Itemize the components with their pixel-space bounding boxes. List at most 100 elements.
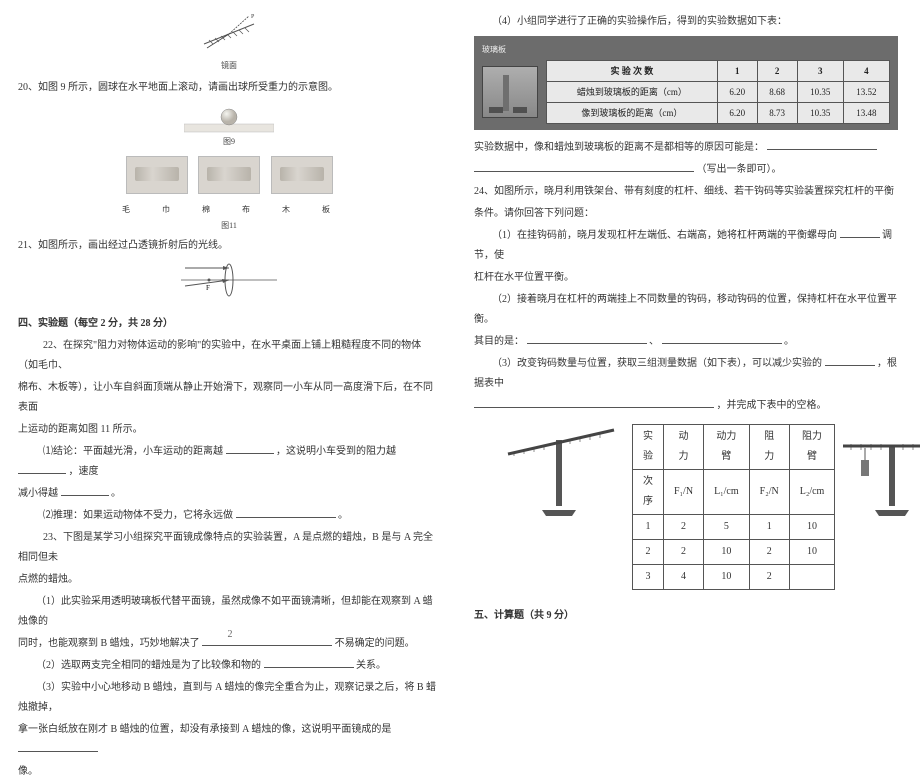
q24s3-line1: （3）改变钩码数量与位置，获取三组测量数据（如下表），可以减少实验的 ，根据表中 xyxy=(474,354,898,394)
blank xyxy=(236,508,336,518)
lens-figure: F xyxy=(18,258,440,310)
q24s1-line2: 杠杆在水平位置平衡。 xyxy=(474,268,898,288)
lt-h4: 阻力臂 xyxy=(789,425,835,470)
q24s2b: 其目的是： xyxy=(474,336,524,347)
q23s3-line1: （3）实验中小心地移动 B 蜡烛，直到与 A 蜡烛的像完全重合为止，观察记录之后… xyxy=(18,678,440,718)
q22c1a: ⑴结论：平面越光滑，小车运动的距离越 xyxy=(43,446,223,457)
exp-h2: 2 xyxy=(757,61,797,82)
q20-text: 20、如图 9 所示，圆球在水平地面上滚动，请画出球所受重力的示意图。 xyxy=(18,78,440,98)
lt-u0: 次序 xyxy=(633,470,664,515)
q24s2-line2: 其目的是： 、 。 xyxy=(474,332,898,352)
lt-r1c2: 5 xyxy=(704,515,750,540)
q23-line2: 点燃的蜡烛。 xyxy=(18,570,440,590)
lt-r3c1: 4 xyxy=(664,565,704,590)
q22c1b: ，这说明小车受到的阻力越 xyxy=(276,446,396,457)
q23s3-line2: 拿一张白纸放在刚才 B 蜡烛的位置，却没有承接到 A 蜡烛的像，这说明平面镜成的… xyxy=(18,720,440,760)
q23s2b: 关系。 xyxy=(356,660,386,671)
q24-line2: 条件。请你回答下列问题： xyxy=(474,204,898,224)
fig11-label1: 毛巾 xyxy=(122,205,202,214)
page-number: 2 xyxy=(0,625,460,645)
lt-h3: 阻力 xyxy=(749,425,789,470)
exp-r2c0: 像到玻璃板的距离（cm） xyxy=(547,103,718,124)
q22-line3: 上运动的距离如图 11 所示。 xyxy=(18,420,440,440)
q22-line2: 棉布、木板等），让小车自斜面顶端从静止开始滑下，观察同一小车从同一高度滑下后，在… xyxy=(18,378,440,418)
exp-r1c3: 10.35 xyxy=(797,82,843,103)
q24s2-line1: （2）接着晓月在杠杆的两端挂上不同数量的钩码，移动钩码的位置，保持杠杆在水平位置… xyxy=(474,290,898,330)
blank xyxy=(662,334,782,344)
lever-table: 实验 动力 动力臂 阻力 阻力臂 次序 F₁/N L₁/cm F₂/N L₂/c… xyxy=(632,424,835,590)
q23s3b: 拿一张白纸放在刚才 B 蜡烛的位置，却没有承接到 A 蜡烛的像，这说明平面镜成的… xyxy=(18,724,391,735)
svg-text:P: P xyxy=(251,14,255,20)
q23s2: （2）选取两支完全相同的蜡烛是为了比较像和物的 关系。 xyxy=(18,656,440,676)
q22c2a: ⑵推理：如果运动物体不受力，它将永远做 xyxy=(43,510,233,521)
lt-r2c1: 2 xyxy=(664,540,704,565)
blank xyxy=(18,742,98,752)
blank xyxy=(474,162,694,172)
exp-h1: 1 xyxy=(717,61,757,82)
q22c2b: 。 xyxy=(338,510,348,521)
q23note-line2: （写出一条即可）。 xyxy=(474,160,898,180)
lt-r2c2: 10 xyxy=(704,540,750,565)
exp-r2c1: 6.20 xyxy=(717,103,757,124)
lt-r2c0: 2 xyxy=(633,540,664,565)
exp-r1c4: 13.52 xyxy=(843,82,889,103)
lt-u1: F₁/N xyxy=(664,470,704,515)
lt-r2c3: 2 xyxy=(749,540,789,565)
q22-line1: 22、在探究"阻力对物体运动的影响"的实验中，在水平桌面上铺上粗糙程度不同的物体… xyxy=(18,336,440,376)
q23note-b: （写出一条即可）。 xyxy=(697,164,782,175)
fig11: 毛巾棉布木板 图11 xyxy=(18,156,440,234)
experiment-table: 实 验 次 数 1 2 3 4 蜡烛到玻璃板的距离（cm） 6.20 8.68 … xyxy=(546,60,890,124)
exp-h3: 3 xyxy=(797,61,843,82)
lt-r3c0: 3 xyxy=(633,565,664,590)
q24s1-line1: （1）在挂钩码前，晓月发现杠杆左端低、右端高，她将杠杆两端的平衡螺母向 调节，使 xyxy=(474,226,898,266)
lt-u3: F₂/N xyxy=(749,470,789,515)
q24s2d: 。 xyxy=(784,336,794,347)
blank xyxy=(474,398,714,408)
q23note-a: 实验数据中，像和蜡烛到玻璃板的距离不是都相等的原因可能是： xyxy=(474,142,764,153)
q23s2a: （2）选取两支完全相同的蜡烛是为了比较像和物的 xyxy=(36,660,261,671)
lt-r1c0: 1 xyxy=(633,515,664,540)
lever-figure-left xyxy=(502,420,622,520)
q21-text: 21、如图所示，画出经过凸透镜折射后的光线。 xyxy=(18,236,440,256)
lever-figure-right xyxy=(839,420,920,520)
q22-conc2: ⑵推理：如果运动物体不受力，它将永远做 。 xyxy=(18,506,440,526)
lt-u4: L₂/cm xyxy=(789,470,835,515)
blank xyxy=(767,140,877,150)
blank xyxy=(527,334,647,344)
blank xyxy=(226,444,274,454)
exp-r1c0: 蜡烛到玻璃板的距离（cm） xyxy=(547,82,718,103)
q22c1d: 减小得越 xyxy=(18,488,58,499)
exp-h0: 实 验 次 数 xyxy=(547,61,718,82)
blank xyxy=(61,486,109,496)
mirror-caption: 镜面 xyxy=(199,58,259,74)
fig11-caption: 图11 xyxy=(18,218,440,234)
fig11-label3: 木板 xyxy=(282,205,362,214)
q22-conc1: ⑴结论：平面越光滑，小车运动的距离越 ，这说明小车受到的阻力越 ，速度 xyxy=(18,442,440,482)
section4-heading: 四、实验题（每空 2 分，共 28 分） xyxy=(18,314,440,334)
exp-label: 玻璃板 xyxy=(482,42,890,60)
q24s3c: ，并完成下表中的空格。 xyxy=(717,400,827,411)
svg-text:F: F xyxy=(206,284,210,292)
q23s3-line3: 像。 xyxy=(18,762,440,782)
section5-heading: 五、计算题（共 9 分） xyxy=(474,606,898,626)
q22c1c: ，速度 xyxy=(69,466,99,477)
experiment-table-block: 玻璃板 实 验 次 数 1 2 3 4 蜡烛到玻璃板的距离（cm） 6 xyxy=(474,36,898,130)
lt-h0: 实验 xyxy=(633,425,664,470)
lt-r3c4 xyxy=(789,565,835,590)
lt-r2c4: 10 xyxy=(789,540,835,565)
q24-line1: 24、如图所示，晓月利用铁架台、带有刻度的杠杆、细线、若干钩码等实验装置探究杠杆… xyxy=(474,182,898,202)
q23note-line1: 实验数据中，像和蜡烛到玻璃板的距离不是都相等的原因可能是： xyxy=(474,138,898,158)
exp-r2c3: 10.35 xyxy=(797,103,843,124)
q22c1e: 。 xyxy=(111,488,121,499)
lt-r3c2: 10 xyxy=(704,565,750,590)
blank xyxy=(825,356,875,366)
fig11-label2: 棉布 xyxy=(202,205,282,214)
exp-r2c4: 13.48 xyxy=(843,103,889,124)
q24s3-line2: ，并完成下表中的空格。 xyxy=(474,396,898,416)
mirror-figure: P 镜面 xyxy=(18,10,440,76)
fig9-caption: 图9 xyxy=(184,134,274,150)
q24s1a: （1）在挂钩码前，晓月发现杠杆左端低、右端高，她将杠杆两端的平衡螺母向 xyxy=(492,230,837,241)
q23s4: （4）小组同学进行了正确的实验操作后，得到的实验数据如下表： xyxy=(474,12,898,32)
q24s3a: （3）改变钩码数量与位置，获取三组测量数据（如下表），可以减少实验的 xyxy=(492,358,822,369)
lt-r1c1: 2 xyxy=(664,515,704,540)
